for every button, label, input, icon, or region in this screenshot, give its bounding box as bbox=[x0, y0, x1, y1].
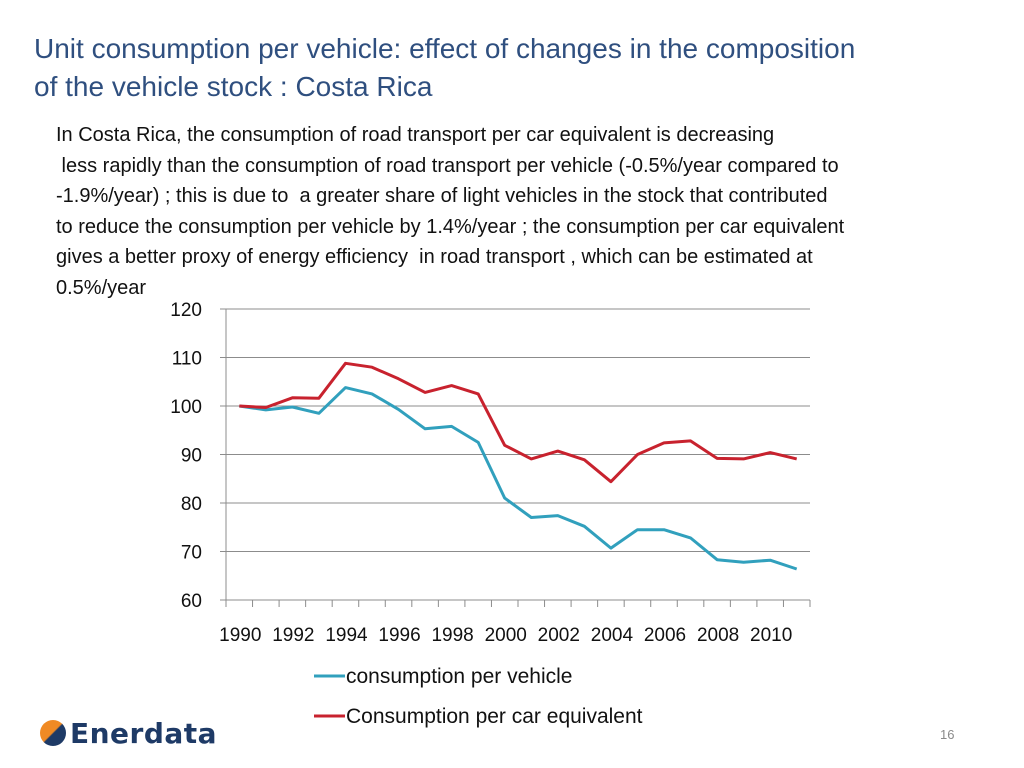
x-tick-label-2010: 2010 bbox=[750, 625, 792, 646]
x-tick-label-1994: 1994 bbox=[325, 625, 368, 646]
x-tick-label-2006: 2006 bbox=[644, 625, 686, 646]
y-tick-label-110: 110 bbox=[172, 349, 202, 370]
slide-title: Unit consumption per vehicle: effect of … bbox=[34, 30, 994, 106]
slide-body-text: In Costa Rica, the consumption of road t… bbox=[56, 120, 1006, 303]
legend-label-1: consumption per vehicle bbox=[346, 665, 572, 688]
y-tick-label-90: 90 bbox=[181, 446, 202, 467]
y-tick-label-100: 100 bbox=[170, 397, 202, 418]
legend-label-2: Consumption per car equivalent bbox=[346, 705, 643, 728]
enerdata-logo-icon bbox=[40, 720, 66, 746]
series-line-2 bbox=[239, 361, 798, 484]
x-tick-label-2008: 2008 bbox=[697, 625, 739, 646]
logo-text: Enerdata bbox=[70, 716, 218, 750]
y-tick-label-70: 70 bbox=[181, 543, 202, 564]
x-tick-label-2002: 2002 bbox=[538, 625, 580, 646]
body-line-5: gives a better proxy of energy efficienc… bbox=[56, 246, 813, 268]
body-line-4: to reduce the consumption per vehicle by… bbox=[56, 215, 845, 238]
enerdata-logo: Enerdata bbox=[40, 716, 217, 750]
x-tick-label-1996: 1996 bbox=[378, 625, 420, 646]
y-tick-label-120: 120 bbox=[170, 300, 202, 321]
title-line-2: of the vehicle stock : Costa Rica bbox=[34, 71, 433, 102]
series-line-1 bbox=[239, 386, 798, 571]
body-line-2: less rapidly than the consumption of roa… bbox=[56, 154, 839, 177]
x-tick-label-1998: 1998 bbox=[431, 625, 473, 646]
x-tick-label-1990: 1990 bbox=[219, 625, 261, 646]
title-line-1: Unit consumption per vehicle: effect of … bbox=[34, 33, 856, 64]
x-tick-label-1992: 1992 bbox=[272, 625, 314, 646]
page-number: 16 bbox=[940, 727, 955, 742]
body-line-1: In Costa Rica, the consumption of road t… bbox=[56, 124, 775, 146]
x-tick-label-2000: 2000 bbox=[485, 625, 527, 646]
y-tick-label-60: 60 bbox=[181, 591, 202, 612]
body-line-6: 0.5%/year bbox=[56, 276, 147, 299]
y-tick-label-80: 80 bbox=[181, 494, 202, 515]
body-line-3: -1.9%/year) ; this is due to a greater s… bbox=[56, 185, 828, 207]
x-tick-label-2004: 2004 bbox=[591, 625, 634, 646]
